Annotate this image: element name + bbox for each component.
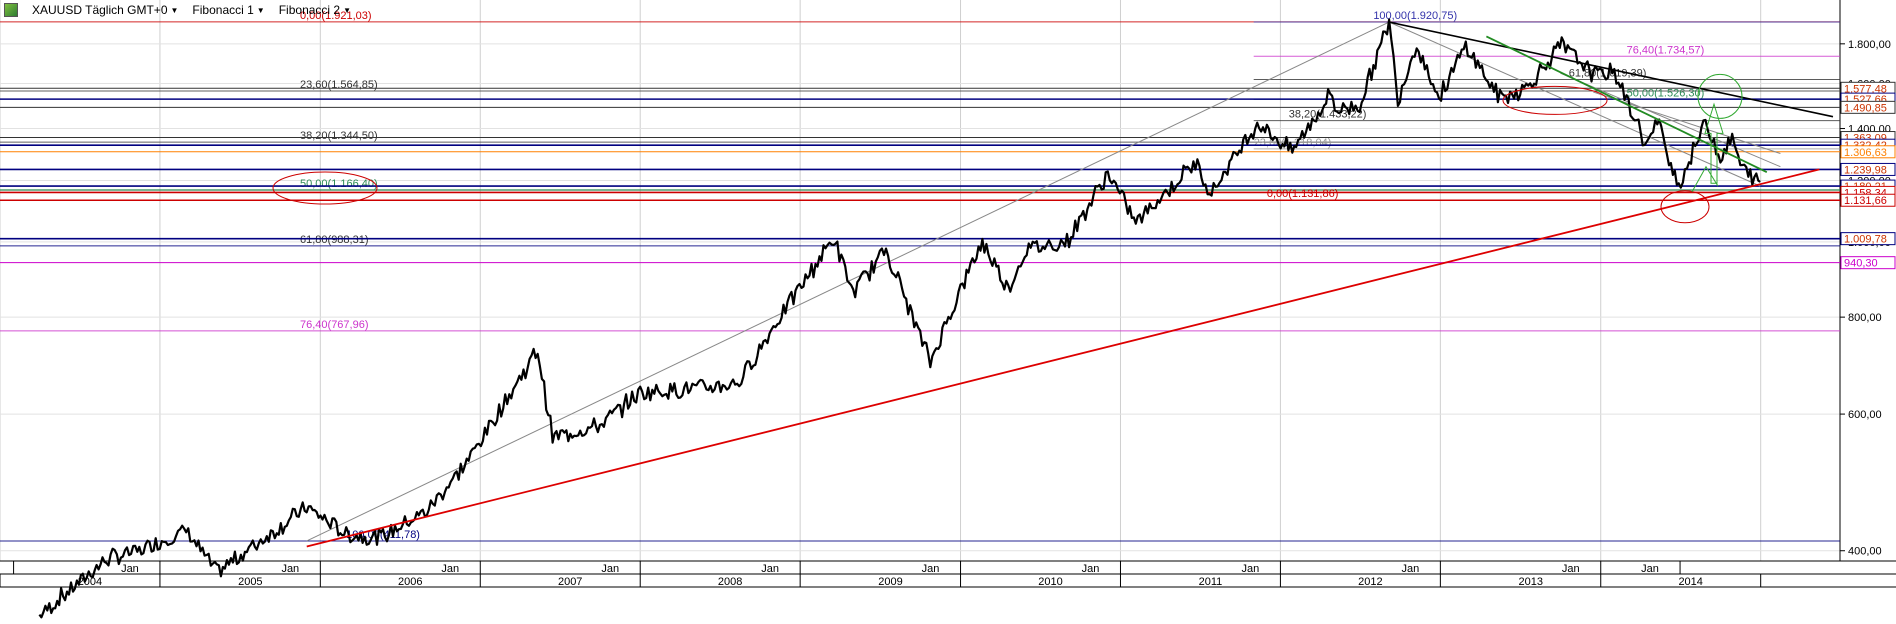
caret-down-icon: ▼ (343, 5, 352, 15)
fan-line (1560, 72, 1781, 168)
price-level-label: 1.009,78 (1844, 234, 1887, 246)
x-year-label: 2010 (1038, 576, 1062, 588)
fibonacci-1-level-label: 38,20(1.344,50) (300, 130, 378, 142)
chart-toolbar: XAUUSD Täglich GMT+0 ▼ Fibonacci 1 ▼ Fib… (0, 0, 351, 20)
annotation-ellipse (1660, 190, 1710, 224)
price-level-box (1840, 162, 1896, 176)
fibonacci-1-selector[interactable]: Fibonacci 1 ▼ (192, 3, 264, 17)
trendline-support (306, 168, 1820, 548)
trendline-resistance (1388, 21, 1834, 118)
fibonacci-2-label: Fibonacci 2 (278, 3, 341, 17)
fibonacci-1-level-label: 0,00(1.921,03) (300, 10, 372, 22)
price-level-label: 1.131,66 (1844, 195, 1887, 207)
y-tick-label: 600,00 (1848, 409, 1882, 421)
fibonacci-1-level-label: 76,40(767,96) (300, 319, 369, 331)
fibonacci-2-swing-line (1388, 21, 1761, 187)
fibonacci-2-level-label: 0,00(1.131,86) (1267, 188, 1339, 200)
price-level-label: 1.490,85 (1844, 102, 1887, 114)
projection-arrow (1704, 102, 1724, 184)
x-year-label: 2012 (1358, 576, 1382, 588)
annotation-ellipse (272, 171, 378, 205)
x-year-label: 2013 (1519, 576, 1543, 588)
x-month-label: Jan (922, 563, 940, 575)
fibonacci-2-level-label: 50,00(1.526,30) (1627, 87, 1705, 99)
target-ellipse (1697, 73, 1743, 119)
x-year-label: 2005 (238, 576, 262, 588)
x-year-label: 2014 (1678, 576, 1702, 588)
symbol-label: XAUUSD Täglich GMT+0 (32, 3, 168, 17)
caret-down-icon: ▼ (256, 5, 265, 15)
trendline-channel (1485, 35, 1768, 173)
x-year-label: 2009 (878, 576, 902, 588)
fibonacci-2-level-label: 100,00(1.920,75) (1373, 10, 1457, 22)
price-level-label: 1.239,98 (1844, 164, 1887, 176)
price-level-box (1840, 232, 1896, 246)
chart-app-icon (4, 3, 18, 17)
price-level-label: 1.306,63 (1844, 147, 1887, 159)
x-month-label: Jan (441, 563, 459, 575)
x-month-label: Jan (121, 563, 139, 575)
x-year-label: 2011 (1199, 576, 1223, 588)
symbol-selector[interactable]: XAUUSD Täglich GMT+0 ▼ (32, 3, 178, 17)
x-year-label: 2007 (558, 576, 582, 588)
x-month-label: Jan (281, 563, 299, 575)
x-month-label: Jan (1242, 563, 1260, 575)
annotation-ellipse (1502, 85, 1608, 115)
y-tick-label: 1.800,00 (1848, 39, 1891, 51)
x-year-label: 2006 (398, 576, 422, 588)
caret-down-icon: ▼ (170, 5, 179, 15)
x-year-label: 2008 (718, 576, 742, 588)
price-level-box (1840, 100, 1896, 114)
fibonacci-1-level-label: 50,00(1.166,40) (300, 178, 378, 190)
price-level-box (1840, 256, 1896, 270)
y-tick-label: 400,00 (1848, 546, 1882, 558)
x-month-label: Jan (1562, 563, 1580, 575)
fibonacci-1-level-label: 61,80(988,31) (300, 234, 369, 246)
x-month-label: Jan (601, 563, 619, 575)
price-level-label: 940,30 (1844, 258, 1878, 270)
fibonacci-2-selector[interactable]: Fibonacci 2 ▼ (279, 3, 351, 17)
fibonacci-1-level-label: 23,60(1.564,85) (300, 79, 378, 91)
projection-zigzag (1691, 165, 1719, 193)
x-month-label: Jan (761, 563, 779, 575)
price-level-box (1840, 193, 1896, 207)
fibonacci-2-level-label: 38,20(1.433,22) (1289, 109, 1367, 121)
y-tick-label: 800,00 (1848, 312, 1882, 324)
x-month-label: Jan (1082, 563, 1100, 575)
x-month-label: Jan (1641, 563, 1659, 575)
price-series-line (38, 18, 1761, 619)
price-level-box (1840, 145, 1896, 159)
price-level-label: 1.577,48 (1844, 83, 1887, 95)
x-month-label: Jan (1401, 563, 1419, 575)
fibonacci-2-level-label: 76,40(1.734,57) (1627, 44, 1705, 56)
fibonacci-2-level-label: 23,60(1.318,04) (1254, 137, 1332, 149)
fibonacci-1-label: Fibonacci 1 (192, 3, 254, 17)
